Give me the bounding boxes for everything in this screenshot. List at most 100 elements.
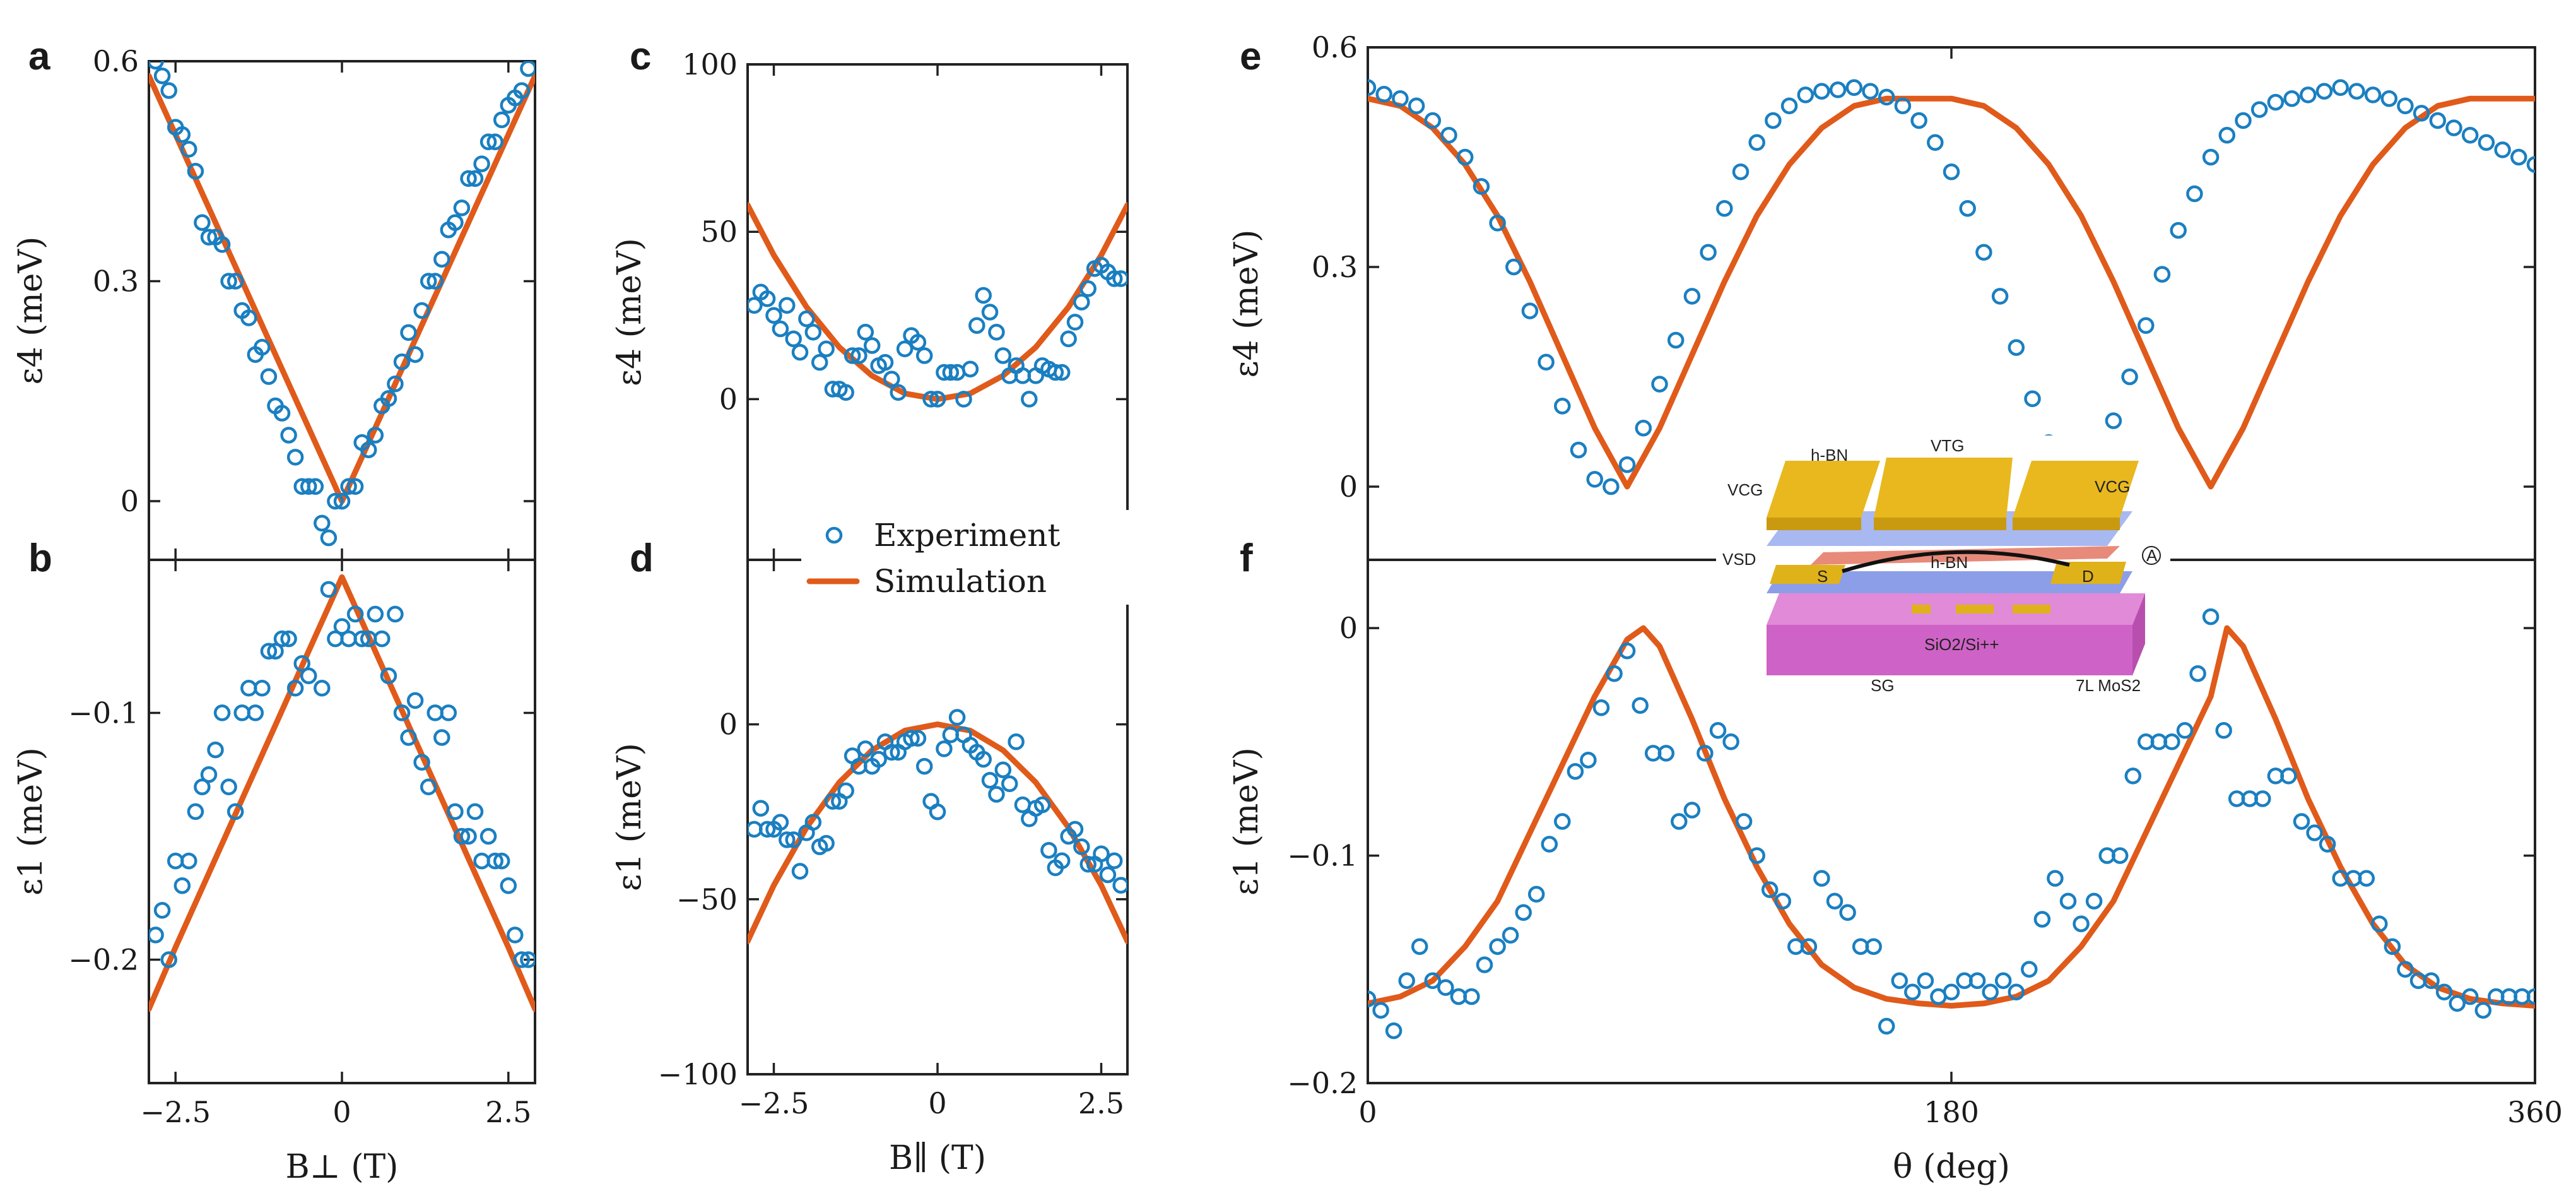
plot-area <box>1368 608 2535 1040</box>
experiment-point <box>247 704 264 721</box>
experiment-point <box>2186 185 2203 203</box>
experiment-point <box>2202 608 2220 625</box>
left-gate <box>1767 461 1880 518</box>
experiment-point <box>1943 983 1960 1001</box>
label-vcg-right: VCG <box>2095 477 2130 496</box>
experiment-point <box>1527 886 1545 903</box>
substrate-front <box>1767 625 2132 675</box>
experiment-point <box>2121 368 2138 386</box>
experiment-point <box>1891 972 1908 990</box>
label-hbn-mid: h-BN <box>1931 553 1968 572</box>
source-contact <box>1770 565 1845 584</box>
experiment-point <box>1800 938 1818 955</box>
experiment-point <box>447 214 464 231</box>
experiment-point <box>785 330 802 348</box>
experiment-point <box>1008 733 1025 750</box>
experiment-point <box>1592 699 1610 716</box>
experiment-point <box>453 199 471 216</box>
y-tick-label: −100 <box>658 1057 738 1091</box>
experiment-point <box>2358 870 2375 887</box>
experiment-point <box>1066 821 1084 838</box>
experiment-point <box>929 803 946 821</box>
experiment-point <box>1683 802 1701 819</box>
experiment-point <box>870 750 887 768</box>
y-axis-label: ε4 (meV) <box>12 237 50 385</box>
experiment-point <box>1968 972 1986 990</box>
experiment-point <box>2397 961 2414 978</box>
experiment-point <box>353 630 370 648</box>
experiment-point <box>1424 972 1442 990</box>
experiment-point <box>153 902 171 919</box>
experiment-point <box>2315 83 2333 100</box>
y-tick-label: 0.6 <box>93 44 139 78</box>
experiment-point <box>981 772 999 789</box>
y-tick-label: 0.3 <box>93 264 139 299</box>
label-substrate: SiO2/Si++ <box>1924 635 1999 654</box>
experiment-point <box>883 370 900 388</box>
experiment-point <box>2397 97 2414 115</box>
experiment-point <box>758 290 776 307</box>
experiment-point <box>1112 270 1127 287</box>
label-vcg-left: VCG <box>1727 480 1763 499</box>
legend-experiment-marker <box>825 526 843 544</box>
experiment-point <box>791 863 809 880</box>
experiment-point <box>194 214 211 231</box>
experiment-point <box>280 427 297 444</box>
experiment-point <box>1033 796 1051 814</box>
experiment-point <box>1066 314 1084 331</box>
experiment-point <box>187 803 204 821</box>
panel-c: 0 50 100 ε4 (meV) c <box>611 35 1129 561</box>
experiment-point <box>1489 215 1506 232</box>
experiment-point <box>1463 988 1480 1005</box>
legend-experiment-label: Experiment <box>874 517 1060 554</box>
experiment-point <box>2494 141 2511 158</box>
experiment-point <box>1014 796 1032 814</box>
legend-simulation-label: Simulation <box>874 563 1047 600</box>
experiment-point <box>2111 847 2129 864</box>
experiment-point <box>180 852 197 870</box>
y-tick-label: 50 <box>700 215 738 249</box>
experiment-point <box>779 297 796 314</box>
experiment-point <box>1586 471 1603 488</box>
panel-b: −0.2 −0.1 −2.5 0 2.5 ε1 (meV) B⊥ (T) b <box>12 536 536 1186</box>
experiment-point <box>1697 745 1714 762</box>
experiment-point <box>1368 990 1377 1007</box>
panel-letter: a <box>28 35 50 78</box>
top-gate <box>1874 458 2013 518</box>
x-tick-label: 180 <box>1924 1095 1979 1129</box>
experiment-point <box>333 618 351 635</box>
side-gate-2 <box>1956 605 1994 613</box>
experiment-point <box>909 333 927 351</box>
plot-area <box>149 574 535 1012</box>
experiment-point <box>2021 961 2038 978</box>
experiment-point <box>850 347 867 364</box>
experiment-point <box>520 61 535 77</box>
experiment-point <box>1671 813 1688 830</box>
experiment-point <box>400 324 417 341</box>
label-ammeter: A <box>2146 546 2158 565</box>
y-tick-label: −0.2 <box>68 942 139 976</box>
experiment-point <box>286 680 304 697</box>
experiment-point <box>387 605 404 623</box>
label-hbn-top: h-BN <box>1811 446 1848 465</box>
experiment-point <box>1748 847 1765 864</box>
experiment-point <box>240 309 257 326</box>
experiment-point <box>413 302 430 319</box>
experiment-point <box>453 827 471 845</box>
legend: Experiment Simulation <box>801 510 1129 605</box>
experiment-point <box>340 630 357 648</box>
experiment-point <box>254 680 271 697</box>
experiment-point <box>1862 83 1879 100</box>
experiment-point <box>1994 972 2012 990</box>
experiment-point <box>1392 90 1409 107</box>
experiment-point <box>220 778 237 796</box>
experiment-point <box>406 346 424 363</box>
experiment-point <box>942 364 960 381</box>
experiment-point <box>460 170 477 187</box>
experiment-point <box>1021 391 1038 408</box>
experiment-point <box>226 803 244 821</box>
experiment-point <box>1437 979 1454 996</box>
label-vtg: VTG <box>1931 436 1964 455</box>
y-axis-label: ε1 (meV) <box>1228 747 1266 896</box>
